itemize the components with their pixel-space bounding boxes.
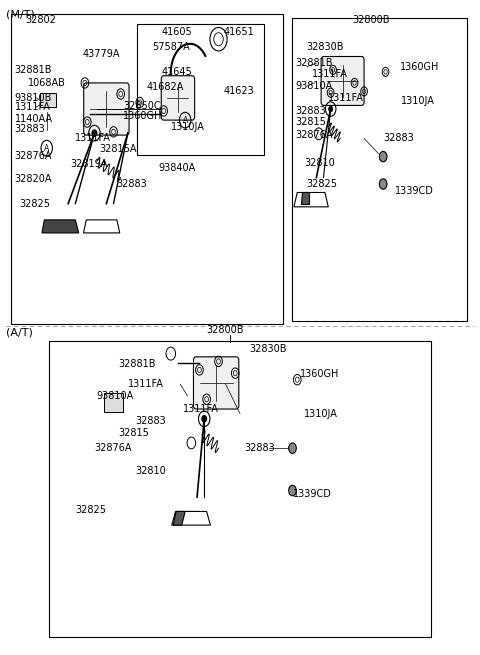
Text: A: A [182, 115, 188, 124]
Text: A: A [44, 143, 49, 153]
Text: (A/T): (A/T) [6, 328, 33, 338]
Polygon shape [173, 512, 185, 525]
Text: 32850C: 32850C [123, 101, 161, 111]
Text: 1311FA: 1311FA [15, 102, 50, 112]
Text: 32883: 32883 [116, 179, 147, 189]
Text: 41623: 41623 [223, 86, 254, 96]
Bar [137, 24, 264, 155]
FancyBboxPatch shape [84, 83, 129, 135]
Text: 32883: 32883 [245, 443, 276, 453]
Text: 32876A: 32876A [15, 151, 52, 161]
Text: 32825: 32825 [75, 505, 107, 515]
Polygon shape [301, 193, 309, 204]
Polygon shape [172, 512, 210, 525]
Text: 57587A: 57587A [152, 42, 190, 52]
Text: 1311FA: 1311FA [312, 69, 348, 79]
Text: 1310JA: 1310JA [171, 122, 204, 132]
Text: 93810B: 93810B [15, 93, 52, 103]
Text: 41645: 41645 [161, 67, 192, 77]
Polygon shape [84, 220, 120, 233]
Text: 32810: 32810 [135, 466, 166, 476]
Circle shape [288, 443, 296, 453]
Text: 1360GH: 1360GH [300, 369, 339, 379]
Text: 1310JA: 1310JA [304, 409, 338, 419]
Text: 32830B: 32830B [307, 42, 344, 52]
Bar [292, 18, 467, 321]
FancyBboxPatch shape [321, 56, 364, 105]
Text: 1311FA: 1311FA [128, 379, 164, 389]
Text: 32876A: 32876A [295, 130, 332, 140]
Text: 32815: 32815 [295, 117, 326, 127]
Polygon shape [294, 193, 328, 207]
Text: 1360GH: 1360GH [123, 111, 162, 121]
Text: 41651: 41651 [223, 27, 254, 37]
Text: 32830B: 32830B [250, 344, 287, 354]
Polygon shape [42, 220, 79, 233]
Text: 41682A: 41682A [147, 83, 184, 92]
Text: 1339CD: 1339CD [395, 185, 434, 196]
Text: 32883: 32883 [295, 106, 325, 116]
Circle shape [379, 179, 387, 189]
Text: 32825: 32825 [20, 198, 50, 208]
Text: 1140AA: 1140AA [15, 114, 53, 124]
Circle shape [92, 130, 97, 136]
Bar [39, 93, 56, 107]
Bar [11, 14, 283, 324]
Text: 32820A: 32820A [15, 174, 52, 184]
Bar [104, 393, 123, 412]
Circle shape [379, 151, 387, 162]
Text: 32883: 32883 [15, 124, 46, 134]
Text: 32883: 32883 [383, 134, 414, 143]
Circle shape [202, 415, 206, 422]
Text: 1311FA: 1311FA [328, 93, 364, 103]
Circle shape [288, 485, 296, 496]
Text: 32800B: 32800B [206, 325, 244, 335]
Text: 1068AB: 1068AB [28, 78, 65, 88]
Text: 32815A: 32815A [99, 145, 137, 155]
Text: 32825: 32825 [307, 179, 338, 189]
Text: 93810A: 93810A [295, 81, 332, 91]
Text: 32810: 32810 [304, 158, 335, 168]
Text: 1310JA: 1310JA [401, 96, 435, 105]
Text: 32819A: 32819A [71, 159, 108, 170]
FancyBboxPatch shape [161, 76, 195, 120]
Text: 93840A: 93840A [159, 162, 196, 173]
Text: 32883: 32883 [135, 416, 166, 426]
Text: 32881B: 32881B [15, 65, 52, 75]
Text: 32881B: 32881B [118, 359, 156, 369]
Text: 1360GH: 1360GH [400, 62, 439, 71]
Text: 32876A: 32876A [95, 443, 132, 453]
Text: 32800B: 32800B [352, 14, 390, 25]
Text: 32802: 32802 [25, 14, 56, 25]
Text: 32815: 32815 [118, 428, 149, 438]
FancyBboxPatch shape [193, 357, 239, 409]
Text: (M/T): (M/T) [6, 9, 35, 20]
Text: 32881B: 32881B [295, 58, 332, 68]
Bar [49, 341, 431, 637]
Circle shape [329, 106, 333, 111]
Text: 93810A: 93810A [97, 391, 134, 401]
Text: 1311FA: 1311FA [75, 134, 111, 143]
Text: 43779A: 43779A [83, 48, 120, 58]
Text: 1311FA: 1311FA [183, 404, 218, 414]
Text: 1339CD: 1339CD [292, 489, 331, 499]
Text: 41605: 41605 [161, 27, 192, 37]
